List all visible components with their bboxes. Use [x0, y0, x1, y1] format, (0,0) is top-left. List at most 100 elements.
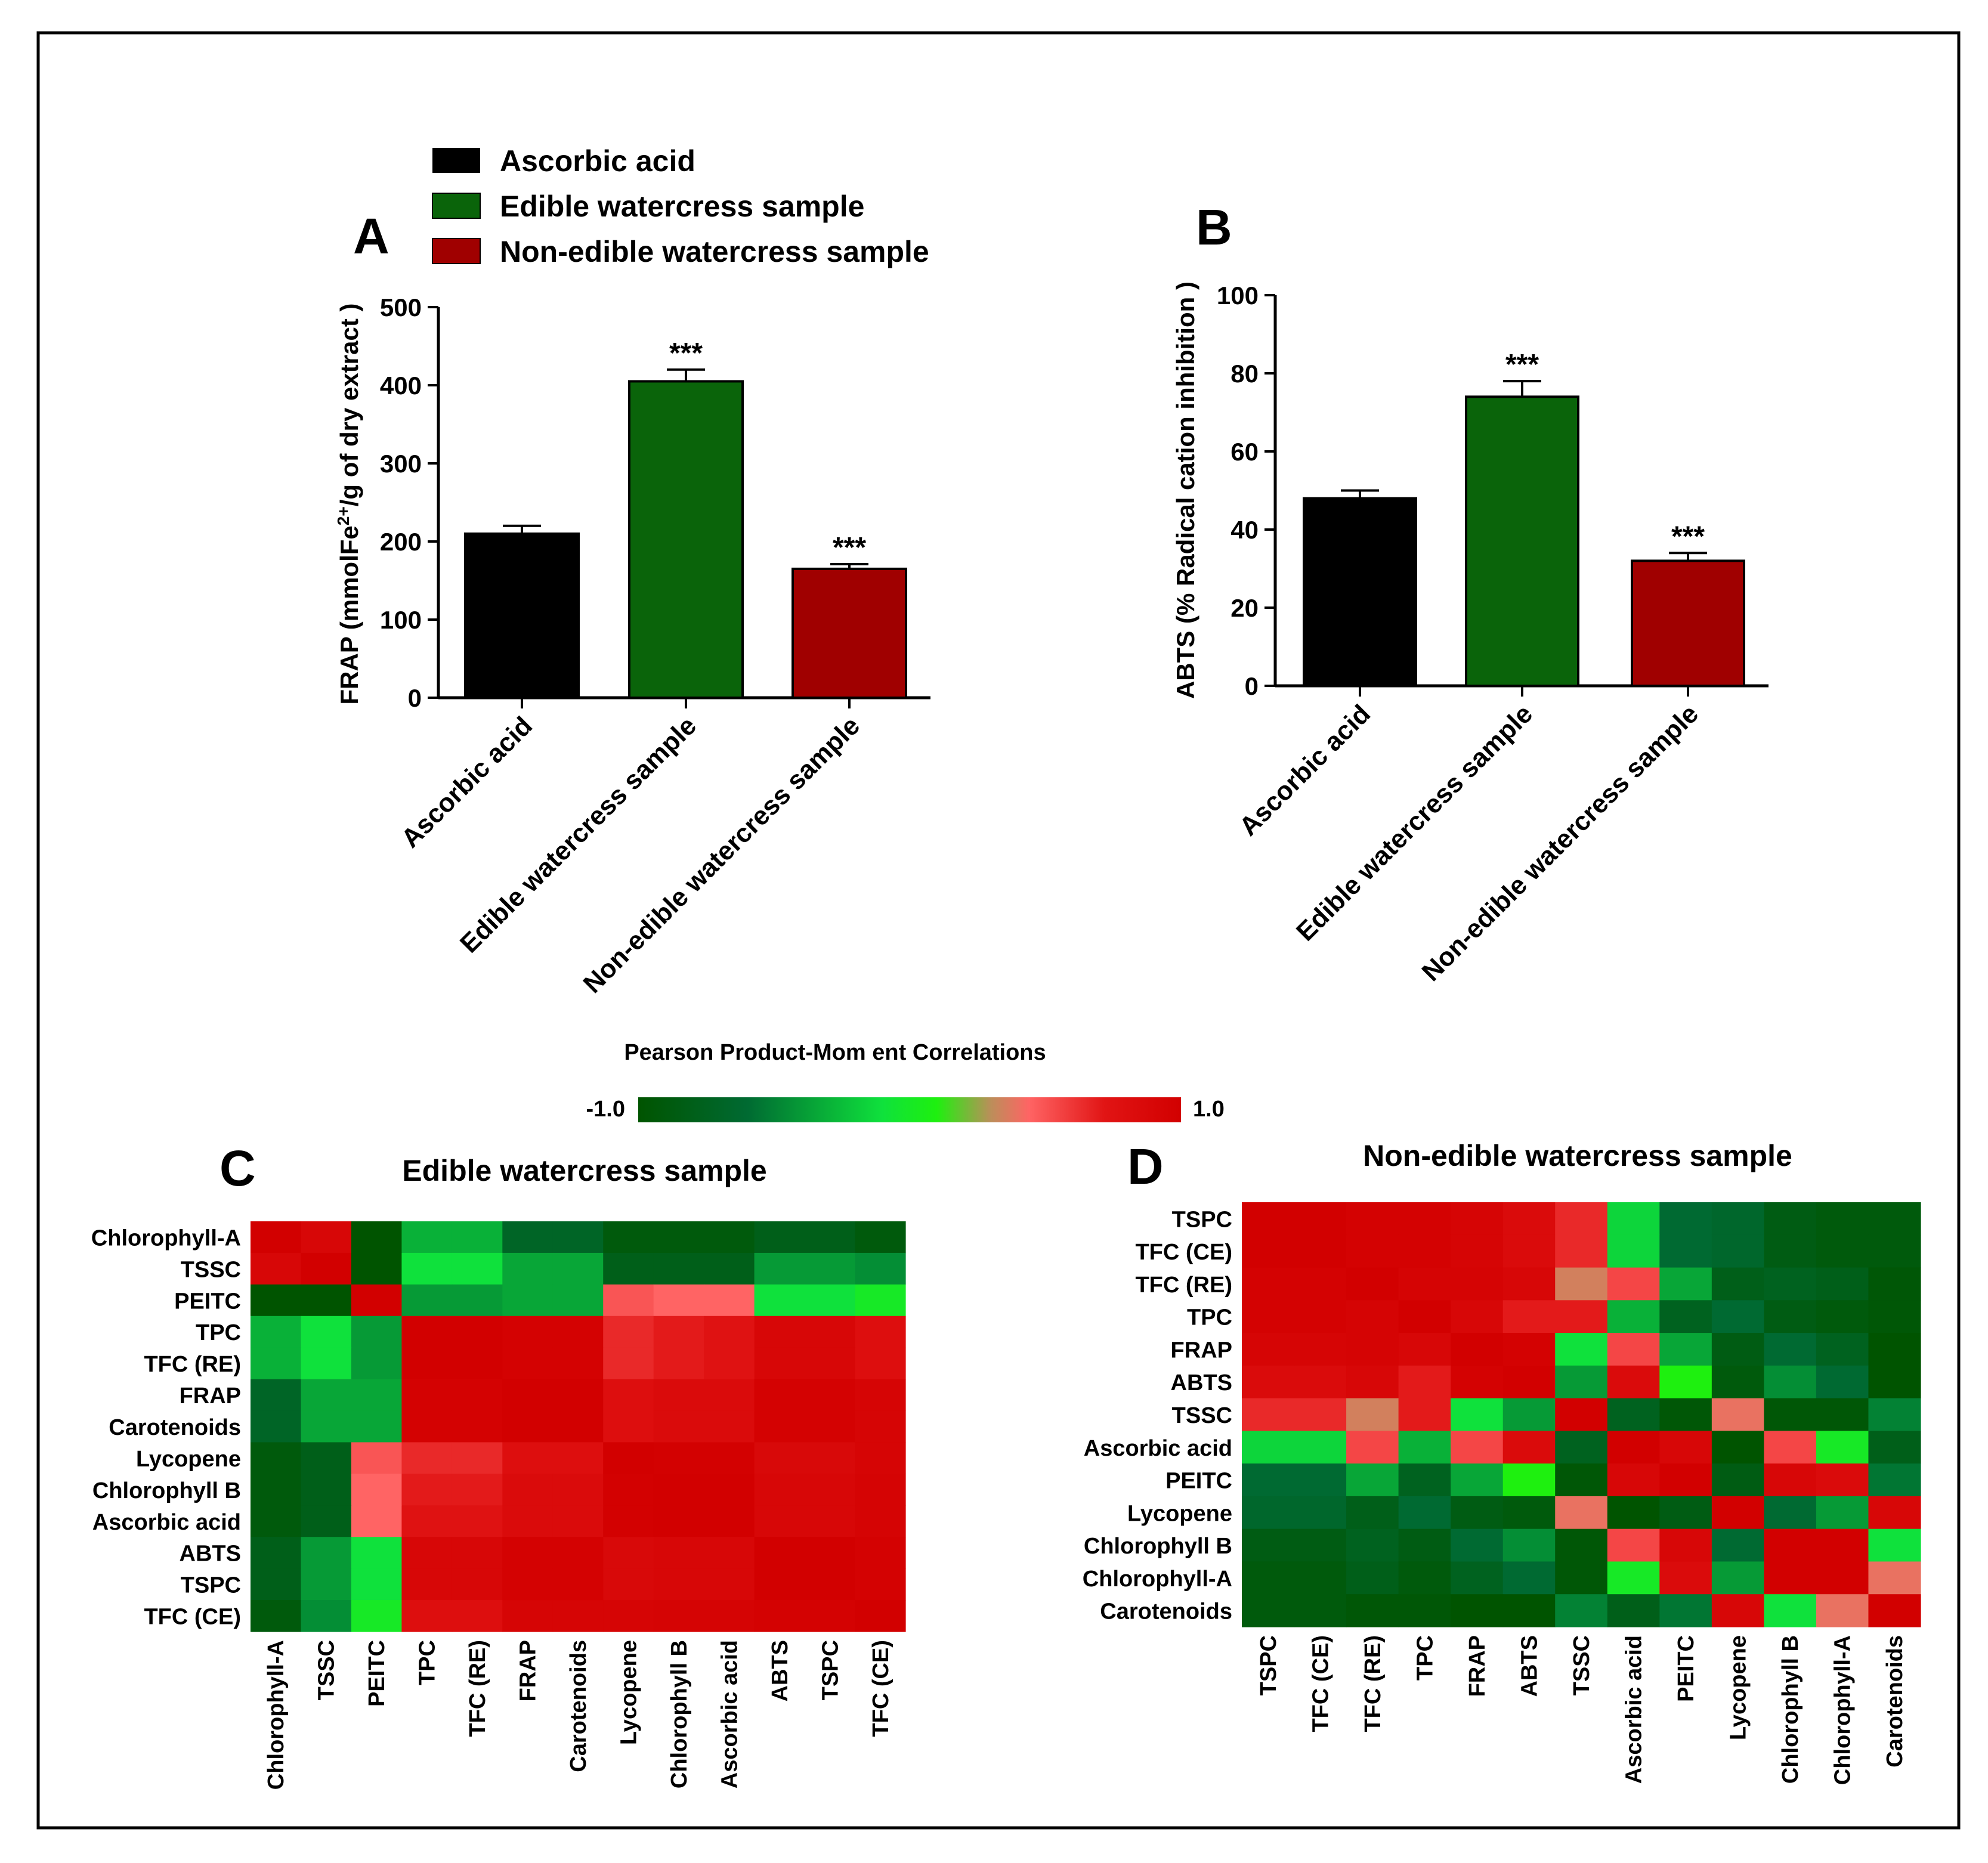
heatmap-c-col-label-peitc: PEITC — [364, 1640, 389, 1707]
heatmap-d-cell-chlorophyll-a-tpc — [1398, 1561, 1451, 1595]
heatmap-d-cell-frap-peitc — [1659, 1333, 1712, 1366]
heatmap-c-cell-ascorbic-acid-abts — [754, 1505, 805, 1537]
chart-b-ytick-label: 40 — [1230, 516, 1259, 544]
heatmap-d-cell-chlorophyll-b-tssc — [1555, 1528, 1608, 1562]
heatmap-c-cell-tfc-re-tssc — [301, 1347, 352, 1380]
heatmap-c-cell-lycopene-chlorophyll-b — [653, 1442, 704, 1474]
heatmap-d-row-label-peitc: PEITC — [1165, 1469, 1232, 1494]
heatmap-c-cell-tssc-lycopene — [603, 1252, 654, 1285]
heatmap-d-cell-lycopene-tfc-ce — [1294, 1496, 1347, 1530]
heatmap-c-cell-tfc-re-lycopene — [603, 1347, 654, 1380]
heatmap-d-cell-tssc-tpc — [1398, 1398, 1451, 1431]
heatmap-d-cell-lycopene-lycopene — [1711, 1496, 1764, 1530]
heatmap-c-cell-carotenoids-tspc — [805, 1410, 856, 1443]
heatmap-d-cell-lycopene-carotenoids — [1868, 1496, 1921, 1530]
heatmap-d-cell-chlorophyll-a-frap — [1451, 1561, 1504, 1595]
heatmap-c-cell-chlorophyll-a-tpc — [401, 1221, 453, 1254]
colorbar: Pearson Product-Mom ent Correlations -1.… — [586, 1040, 1225, 1122]
heatmap-c-cell-carotenoids-peitc — [351, 1410, 402, 1443]
heatmap-d-cell-frap-tfc-re — [1346, 1333, 1399, 1366]
heatmap-d-cell-lycopene-frap — [1451, 1496, 1504, 1530]
heatmap-d-cell-chlorophyll-a-ascorbic-acid — [1607, 1561, 1660, 1595]
heatmap-d-cell-peitc-ascorbic-acid — [1607, 1463, 1660, 1497]
heatmap-d-cell-peitc-frap — [1451, 1463, 1504, 1497]
heatmap-d-row-label-tfc-ce: TFC (CE) — [1135, 1240, 1232, 1265]
heatmap-d-col-label-tspc: TSPC — [1256, 1635, 1281, 1695]
heatmap-d-cell-frap-chlorophyll-a — [1816, 1333, 1869, 1366]
heatmap-c-cell-tspc-ascorbic-acid — [704, 1568, 755, 1601]
heatmap-c-cell-chlorophyll-b-abts — [754, 1474, 805, 1506]
heatmap-c-cell-tssc-abts — [754, 1252, 805, 1285]
heatmap-d-cell-tssc-tfc-ce — [1294, 1398, 1347, 1431]
heatmap-d-cell-tfc-re-carotenoids — [1868, 1267, 1921, 1301]
heatmap-c-cell-tfc-ce-lycopene — [603, 1600, 654, 1632]
heatmap-d-cell-tfc-ce-tfc-re — [1346, 1234, 1399, 1268]
heatmap-d-cell-tssc-carotenoids — [1868, 1398, 1921, 1431]
chart-a-ytick-label: 500 — [380, 293, 422, 321]
heatmap-d-cell-frap-tfc-ce — [1294, 1333, 1347, 1366]
heatmap-d-cell-tfc-ce-frap — [1451, 1234, 1504, 1268]
heatmap-c-cell-tspc-tspc — [805, 1568, 856, 1601]
heatmap-d-cell-tpc-tpc — [1398, 1300, 1451, 1333]
heatmap-c-cell-tpc-tspc — [805, 1316, 856, 1348]
heatmap-c-cell-frap-tfc-ce — [855, 1379, 906, 1412]
heatmap-c-cell-chlorophyll-a-peitc — [351, 1221, 402, 1254]
heatmap-c-cell-chlorophyll-a-carotenoids — [552, 1221, 604, 1254]
heatmap-c-cell-abts-lycopene — [603, 1537, 654, 1569]
heatmap-c-cell-tspc-tfc-ce — [855, 1568, 906, 1601]
heatmap-c-cell-tfc-ce-tssc — [301, 1600, 352, 1632]
heatmap-d-cell-ascorbic-acid-carotenoids — [1868, 1431, 1921, 1464]
heatmap-d-cell-tspc-tfc-ce — [1294, 1202, 1347, 1236]
chart-b-bar-edible — [1465, 395, 1579, 687]
heatmap-c-cell-tspc-tssc — [301, 1568, 352, 1601]
heatmap-d-cell-tspc-peitc — [1659, 1202, 1712, 1236]
heatmap-c-cell-abts-ascorbic-acid — [704, 1537, 755, 1569]
heatmap-c-cell-frap-tpc — [401, 1379, 453, 1412]
heatmap-c-cell-lycopene-peitc — [351, 1442, 402, 1474]
heatmap-d-cell-tspc-tpc — [1398, 1202, 1451, 1236]
heatmap-c-cell-lycopene-tspc — [805, 1442, 856, 1474]
chart-a-bar-ascorbic — [464, 532, 580, 700]
heatmap-c-cell-ascorbic-acid-lycopene — [603, 1505, 654, 1537]
heatmap-c-cell-peitc-tssc — [301, 1284, 352, 1317]
heatmap-c-cell-frap-chlorophyll-b — [653, 1379, 704, 1412]
heatmap-c-cell-tfc-ce-tpc — [401, 1600, 453, 1632]
colorbar-min-label: -1.0 — [586, 1097, 625, 1122]
heatmap-d-cell-abts-ascorbic-acid — [1607, 1365, 1660, 1399]
heatmap-c-col-label-tpc: TPC — [415, 1640, 440, 1685]
heatmap-d-col-label-frap: FRAP — [1465, 1635, 1490, 1697]
heatmap-d-cell-abts-lycopene — [1711, 1365, 1764, 1399]
chart-b-significance-non-edible: *** — [1671, 521, 1705, 552]
colorbar-max-label: 1.0 — [1193, 1097, 1225, 1122]
heatmap-c-cell-tssc-frap — [502, 1252, 554, 1285]
heatmap-d-cell-chlorophyll-b-tspc — [1242, 1528, 1295, 1562]
heatmap-d-cell-peitc-chlorophyll-b — [1764, 1463, 1817, 1497]
heatmap-d-non-edible: TSPC TFC (CE) TFC (RE) TPC FRAP ABTS TSSC Ascor… — [1083, 1202, 1921, 1785]
heatmap-d-cell-ascorbic-acid-ascorbic-acid — [1607, 1431, 1660, 1464]
heatmap-d-cell-chlorophyll-a-tfc-ce — [1294, 1561, 1347, 1595]
heatmap-d-cell-abts-tfc-ce — [1294, 1365, 1347, 1399]
heatmap-d-cell-abts-chlorophyll-b — [1764, 1365, 1817, 1399]
heatmap-d-cell-chlorophyll-a-chlorophyll-b — [1764, 1561, 1817, 1595]
heatmap-d-cell-tpc-ascorbic-acid — [1607, 1300, 1660, 1333]
heatmap-d-cell-carotenoids-carotenoids — [1868, 1594, 1921, 1627]
heatmap-c-cell-tssc-tfc-ce — [855, 1252, 906, 1285]
panel-label-c: C — [219, 1140, 256, 1196]
heatmap-d-cell-frap-tspc — [1242, 1333, 1295, 1366]
chart-a-ylabel-superscript: 2+ — [334, 506, 353, 525]
heatmap-d-col-label-ascorbic-acid: Ascorbic acid — [1622, 1635, 1647, 1784]
heatmap-d-row-label-chlorophyll-b: Chlorophyll B — [1084, 1534, 1232, 1559]
heatmap-d-cell-carotenoids-tfc-ce — [1294, 1594, 1347, 1627]
heatmap-d-col-label-tfc-ce: TFC (CE) — [1308, 1635, 1333, 1732]
heatmap-c-cell-abts-tfc-ce — [855, 1537, 906, 1569]
heatmap-c-col-label-lycopene: Lycopene — [616, 1640, 641, 1745]
heatmap-d-cell-chlorophyll-b-chlorophyll-a — [1816, 1528, 1869, 1562]
heatmap-c-cell-tpc-frap — [502, 1316, 554, 1348]
heatmap-c-cell-chlorophyll-b-chlorophyll-b — [653, 1474, 704, 1506]
heatmap-c-cell-abts-frap — [502, 1537, 554, 1569]
heatmap-c-cell-chlorophyll-a-ascorbic-acid — [704, 1221, 755, 1254]
heatmap-d-cell-tpc-lycopene — [1711, 1300, 1764, 1333]
heatmap-c-col-label-abts: ABTS — [768, 1640, 793, 1701]
heatmap-d-cell-abts-carotenoids — [1868, 1365, 1921, 1399]
heatmap-d-col-label-chlorophyll-b: Chlorophyll B — [1778, 1635, 1803, 1784]
